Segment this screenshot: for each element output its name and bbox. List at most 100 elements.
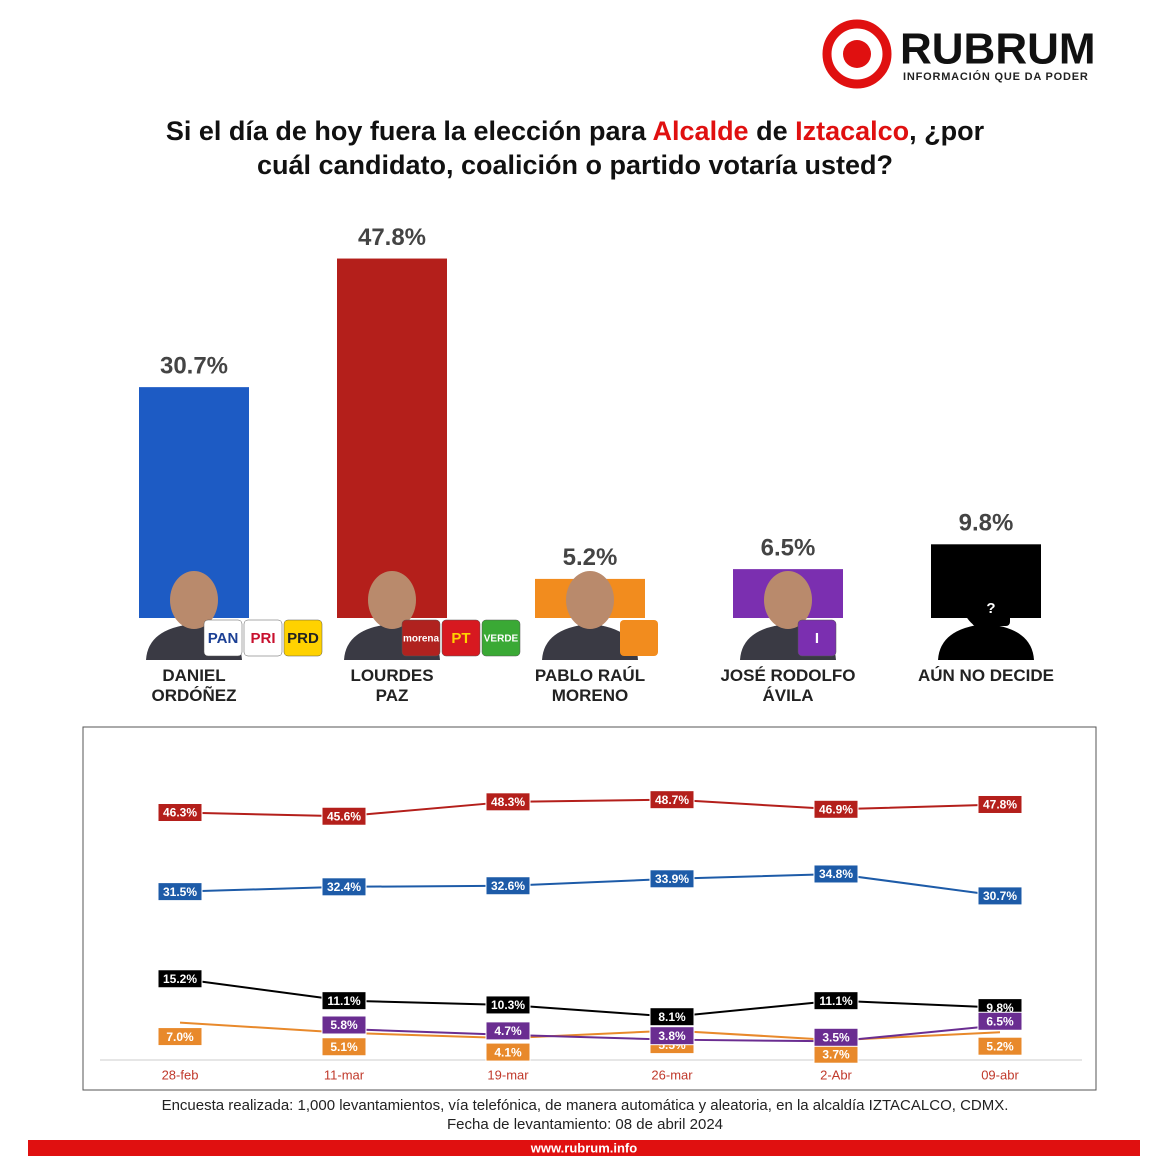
label-bg: [485, 876, 531, 896]
x-tick-label: 09-abr: [981, 1067, 1019, 1082]
label-bg: [813, 864, 859, 884]
value-label: 47.8%: [358, 224, 426, 251]
party-logo-text: PT: [451, 630, 470, 647]
candidate-name: AÚN NO DECIDE: [917, 666, 1054, 685]
party-logo: [481, 619, 521, 657]
label-bg: [485, 1021, 531, 1041]
x-tick-label: 11-mar: [324, 1067, 365, 1082]
value-label: 5.2%: [563, 544, 618, 571]
candidate-photo: [566, 571, 614, 629]
x-tick-label: 28-feb: [162, 1067, 199, 1082]
line: [179, 872, 1001, 897]
label-bg: [813, 991, 859, 1011]
candidate-photo: [542, 624, 638, 660]
label-bg: [649, 869, 695, 889]
value-label: 48.7%: [655, 793, 689, 807]
label-bg: [649, 790, 695, 810]
party-logo: [620, 620, 658, 656]
footer-date: Fecha de levantamiento: 08 de abril 2024: [446, 1116, 724, 1133]
value-label: 45.6%: [327, 809, 361, 823]
label-bg: [649, 1026, 695, 1046]
value-label: 5.2%: [986, 1039, 1014, 1053]
label-bg: [321, 991, 367, 1011]
label-bg: [157, 1027, 203, 1047]
value-label: 9.8%: [959, 510, 1014, 537]
value-label: 32.6%: [491, 879, 525, 893]
value-label: 30.7%: [983, 889, 1017, 903]
value-label: 34.8%: [819, 867, 853, 881]
label-bg: [485, 1042, 531, 1062]
logo-ring: [822, 19, 892, 89]
candidate-name: LOURDES PAZ: [350, 666, 434, 705]
value-label: 4.7%: [494, 1024, 522, 1038]
party-logo: [243, 619, 283, 657]
candidate-photo: [368, 571, 416, 629]
title-part: Alcalde: [653, 116, 749, 146]
logo-dot: [843, 40, 871, 68]
party-logo: [401, 619, 441, 657]
party-logo-text: PRD: [287, 630, 319, 647]
url: www.rubrum.info: [530, 1140, 637, 1155]
value-label: 31.5%: [163, 885, 197, 899]
value-label: 15.2%: [163, 972, 197, 986]
x-tick-label: 19-mar: [487, 1067, 529, 1082]
value-label: 6.5%: [761, 534, 816, 561]
value-label: 3.7%: [822, 1047, 850, 1061]
value-label: 33.9%: [655, 872, 689, 886]
label-bg: [977, 1036, 1023, 1056]
label-bg: [485, 995, 531, 1015]
party-logo: [441, 619, 481, 657]
label-bg: [321, 806, 367, 826]
label-bg: [157, 803, 203, 823]
title-part: de: [749, 116, 796, 146]
party-logo-text: ?: [986, 600, 995, 617]
party-logo: [972, 590, 1010, 626]
party-logo: [797, 619, 837, 657]
label-bg: [977, 1011, 1023, 1031]
value-label: 11.1%: [327, 994, 361, 1008]
line: [179, 977, 1001, 1018]
value-label: 6.5%: [986, 1014, 1014, 1028]
label-bg: [977, 886, 1023, 906]
x-tick-label: 26-mar: [651, 1067, 693, 1082]
footer-bar: [28, 1140, 1140, 1156]
value-label: 5.1%: [330, 1040, 358, 1054]
logo-text: RUBRUM: [900, 25, 1096, 74]
footer-note: Encuesta realizada: 1,000 levantamientos…: [161, 1097, 1009, 1114]
value-label: 11.1%: [819, 994, 853, 1008]
line-chart-frame: [82, 726, 1097, 1091]
label-bg: [485, 792, 531, 812]
candidate-photo: [938, 624, 1034, 660]
party-logo-text: PAN: [208, 630, 239, 647]
party-logo: [283, 619, 323, 657]
label-bg: [321, 1037, 367, 1057]
value-label: 7.0%: [166, 1030, 194, 1044]
value-label: 46.3%: [163, 806, 197, 820]
x-tick-label: 2-Abr: [820, 1067, 852, 1082]
title-part: Iztacalco: [795, 116, 909, 146]
value-label: 9.8%: [986, 1001, 1014, 1015]
line: [179, 798, 1001, 818]
title-part: Si el día de hoy fuera la elección para: [166, 116, 653, 146]
value-label: 8.1%: [658, 1010, 686, 1024]
candidate-photo: [764, 571, 812, 629]
party-logo-text: morena: [403, 634, 440, 645]
candidate-name: PABLO RAÚL MORENO: [534, 666, 646, 705]
value-label: 47.8%: [983, 798, 1017, 812]
value-label: 5.8%: [330, 1018, 358, 1032]
title-line: cuál candidato, coalición o partido vota…: [257, 150, 893, 180]
label-bg: [813, 1027, 859, 1047]
value-label: 46.9%: [819, 802, 853, 816]
tagline: INFORMACIÓN QUE DA PODER: [903, 70, 1089, 83]
label-bg: [321, 1015, 367, 1035]
value-label: 32.4%: [327, 880, 361, 894]
party-logo-text: I: [815, 630, 819, 647]
title-part: , ¿por: [909, 116, 984, 146]
value-label: 48.3%: [491, 795, 525, 809]
title-part: cuál candidato, coalición o partido vota…: [257, 150, 893, 180]
party-logo: [203, 619, 243, 657]
label-bg: [321, 877, 367, 897]
